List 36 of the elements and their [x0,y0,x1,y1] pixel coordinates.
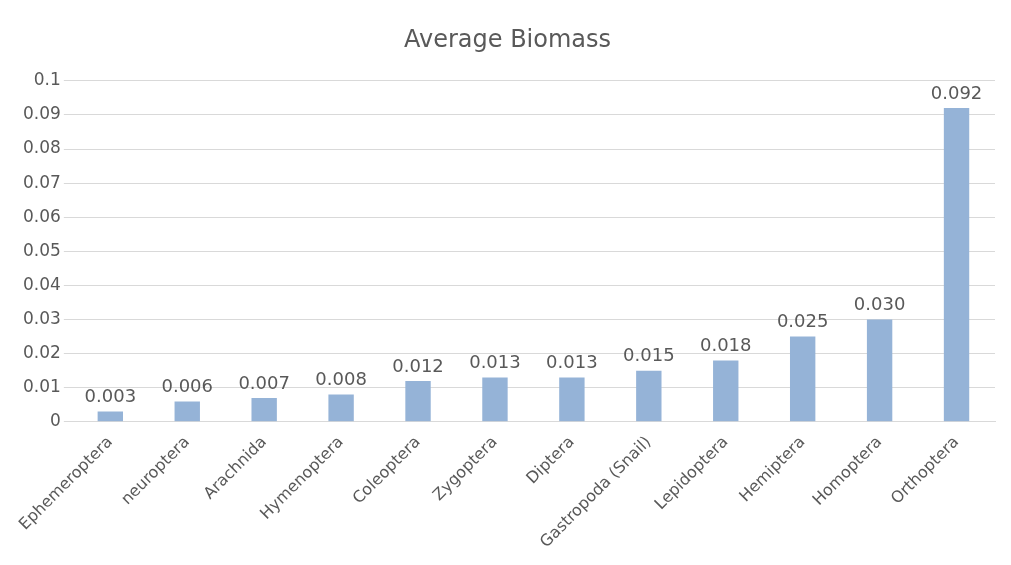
bar [636,370,662,422]
bar [482,377,508,422]
data-label: 0.092 [930,81,983,103]
data-label: 0.018 [699,334,752,356]
data-label: 0.006 [161,375,214,397]
data-label: 0.025 [776,310,829,332]
y-tick-label: 0.1 [33,69,61,90]
y-tick-label: 0.02 [22,342,61,363]
bar [97,411,124,422]
chart-title: Average Biomass [403,24,612,53]
data-label: 0.007 [238,371,290,393]
y-tick-label: 0.07 [22,171,61,192]
y-tick-label: 0.08 [22,137,61,158]
bar [713,360,739,422]
bar [943,108,970,422]
data-label: 0.003 [84,385,137,407]
bar [559,377,585,422]
y-tick-label: 0.04 [22,273,61,294]
data-label: 0.030 [853,293,906,315]
y-tick-label: 0.09 [22,103,61,124]
y-tick-label: 0.06 [22,205,61,226]
bar [405,380,431,422]
bar [789,336,816,422]
bar [328,394,354,422]
data-label: 0.013 [469,351,521,373]
data-label: 0.015 [623,344,675,366]
data-label: 0.012 [392,354,444,376]
bar [251,397,277,422]
y-tick-label: 0.01 [22,376,61,397]
bar [174,401,200,422]
y-tick-label: 0 [50,410,61,431]
y-tick-label: 0.05 [22,239,61,260]
data-label: 0.008 [315,368,367,390]
bar [866,319,893,422]
data-label: 0.013 [546,351,598,373]
y-tick-label: 0.03 [22,307,61,328]
